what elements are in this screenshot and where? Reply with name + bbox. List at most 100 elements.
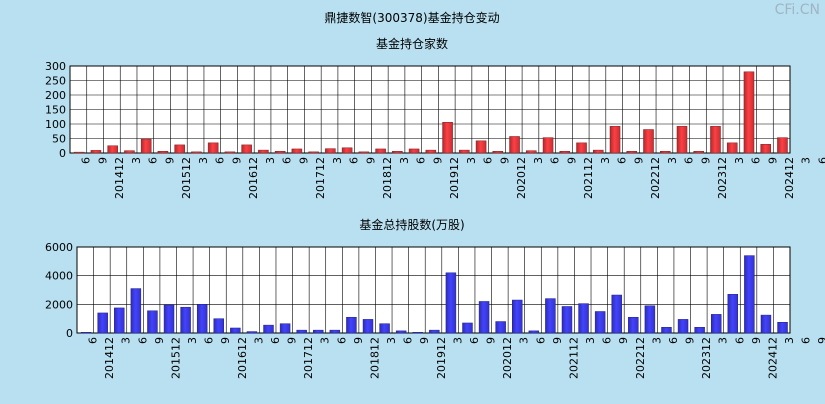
bar [726, 142, 738, 154]
bar [710, 314, 722, 334]
bar [412, 332, 423, 334]
x-tick-label: 6 [147, 157, 160, 164]
bar [362, 319, 374, 334]
x-tick-label: 201812 [368, 337, 381, 379]
bar [526, 150, 537, 154]
bar [191, 151, 202, 154]
bar [512, 299, 523, 334]
x-tick-label: 9 [297, 157, 310, 164]
bar [296, 329, 307, 334]
x-tick-label: 9 [498, 157, 511, 164]
bar [90, 150, 102, 154]
x-tick-label: 9 [153, 337, 166, 344]
bar [279, 323, 291, 334]
bar [559, 151, 571, 154]
bar [445, 272, 457, 334]
bar [258, 149, 269, 154]
bar [246, 331, 258, 334]
bar [114, 307, 125, 334]
x-tick-label: 201612 [247, 157, 260, 199]
bar [358, 151, 370, 154]
bar [509, 136, 520, 154]
x-tick-label: 9 [418, 337, 431, 344]
y-tick-label: 6000 [45, 241, 73, 254]
bar [395, 330, 407, 334]
bar [429, 329, 440, 334]
bar [124, 150, 135, 154]
bar [163, 304, 175, 334]
x-tick-label: 9 [485, 337, 498, 344]
x-tick-label: 6 [203, 337, 216, 344]
bar [157, 151, 169, 154]
x-tick-label: 9 [230, 157, 243, 164]
bar [224, 151, 236, 154]
x-tick-label: 9 [431, 157, 444, 164]
x-tick-label: 3 [120, 337, 133, 344]
bar [425, 149, 437, 154]
bar [180, 306, 191, 334]
bar [80, 332, 92, 334]
x-tick-label: 202212 [649, 157, 662, 199]
x-tick-label: 6 [683, 157, 696, 164]
bar [263, 324, 274, 334]
x-tick-label: 202012 [515, 157, 528, 199]
chart2-title: 基金总持股数(万股) [359, 217, 464, 232]
x-tick-label: 202312 [716, 157, 729, 199]
bar [677, 319, 689, 334]
bar [207, 142, 219, 154]
bar [478, 301, 490, 334]
x-tick-label: 6 [816, 157, 825, 164]
y-tick-label: 0 [59, 147, 66, 160]
bar [611, 294, 622, 334]
x-tick-label: 9 [286, 337, 299, 344]
x-tick-label: 3 [264, 157, 277, 164]
x-tick-label: 3 [398, 157, 411, 164]
x-tick-label: 202412 [783, 157, 796, 199]
bar [462, 322, 473, 334]
x-tick-label: 6 [549, 157, 562, 164]
x-tick-label: 6 [415, 157, 428, 164]
bar [744, 255, 755, 334]
x-tick-label: 6 [616, 157, 629, 164]
y-tick-label: 100 [45, 118, 66, 131]
bar [760, 144, 771, 154]
x-tick-label: 6 [750, 157, 763, 164]
x-tick-label: 202012 [501, 337, 514, 379]
x-tick-label: 9 [364, 157, 377, 164]
bar [693, 151, 705, 154]
y-tick-label: 300 [45, 60, 66, 73]
plot-area [76, 246, 791, 334]
bar [140, 138, 152, 154]
bar [643, 129, 654, 154]
bar [196, 304, 208, 334]
bar [313, 329, 324, 334]
x-tick-label: 3 [331, 157, 344, 164]
x-tick-label: 3 [451, 337, 464, 344]
bar [241, 144, 252, 154]
x-tick-label: 3 [783, 337, 796, 344]
x-tick-label: 201412 [113, 157, 126, 199]
watermark: CFi.CN [775, 2, 820, 18]
bar [578, 303, 589, 334]
x-tick-label: 6 [534, 337, 547, 344]
bar [379, 323, 390, 334]
x-tick-label: 201912 [435, 337, 448, 379]
y-tick-label: 200 [45, 89, 66, 102]
x-tick-label: 6 [335, 337, 348, 344]
bar [628, 316, 639, 334]
x-tick-label: 6 [482, 157, 495, 164]
bar [130, 288, 142, 334]
x-tick-label: 3 [733, 157, 746, 164]
x-tick-label: 3 [584, 337, 597, 344]
bar [147, 310, 158, 334]
bar [694, 327, 705, 334]
bar [346, 316, 357, 334]
bar [308, 151, 319, 154]
x-tick-label: 9 [750, 337, 763, 344]
x-tick-label: 9 [632, 157, 645, 164]
bar [593, 149, 604, 154]
bar [495, 321, 506, 334]
bar [442, 122, 453, 154]
